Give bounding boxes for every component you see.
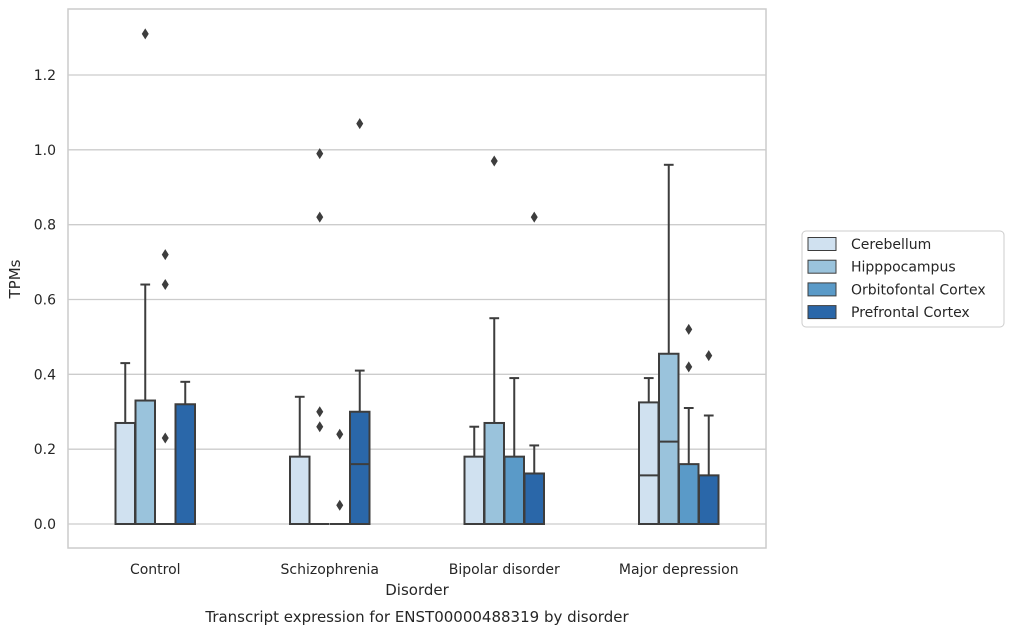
y-axis-label: TPMs: [6, 259, 24, 299]
outlier-point: [685, 361, 693, 373]
box: [349, 410, 371, 525]
box: [523, 472, 545, 525]
outlier-point: [161, 432, 169, 444]
box: [174, 403, 196, 525]
legend-entry-label: Cerebellum: [851, 237, 931, 253]
y-tick-label: 1.0: [34, 143, 56, 159]
box: [134, 399, 156, 525]
box: [483, 421, 505, 526]
y-tick-label: 1.2: [34, 68, 56, 84]
legend-entry-label: Orbitofontal Cortex: [851, 282, 986, 298]
series-group: [155, 249, 700, 525]
box: [114, 421, 136, 526]
box-series: [114, 28, 720, 526]
x-tick-labels: Control Schizophrenia Bipolar disorder Majo…: [130, 562, 739, 578]
box: [503, 455, 525, 525]
outlier-point: [316, 211, 324, 223]
x-tick-label: Schizophrenia: [281, 562, 379, 578]
y-tick-label: 0.0: [34, 517, 56, 533]
plot-frame: [67, 8, 767, 549]
y-tick-label: 0.6: [34, 293, 56, 309]
box: [678, 463, 700, 525]
y-tick-label: 0.4: [34, 367, 56, 383]
chart-caption: Transcript expression for ENST0000048831…: [204, 608, 629, 626]
outlier-point: [530, 211, 538, 223]
series-group: [174, 118, 720, 526]
legend-swatch: [807, 259, 837, 274]
outlier-point: [685, 323, 693, 335]
x-tick-label: Control: [130, 562, 181, 578]
legend-box: [801, 230, 1005, 328]
y-tick-labels: 0.0 0.2 0.4 0.6 0.8 1.0 1.2: [34, 68, 56, 533]
outlier-point: [316, 406, 324, 418]
legend-entry-label: Hipppocampus: [851, 260, 956, 276]
outlier-point: [356, 118, 364, 130]
outlier-point: [316, 148, 324, 160]
legend: Cerebellum Hipppocampus Orbitofontal Corte…: [801, 230, 1005, 328]
box: [638, 401, 660, 526]
outlier-point: [336, 428, 344, 440]
box: [658, 352, 680, 526]
series-group: [114, 362, 660, 526]
outlier-point: [161, 279, 169, 291]
outlier-point: [316, 421, 324, 433]
legend-swatch: [807, 282, 837, 297]
box: [698, 474, 720, 526]
legend-swatch: [807, 305, 837, 320]
x-tick-label: Bipolar disorder: [449, 562, 560, 578]
legend-entry-label: Prefrontal Cortex: [851, 305, 970, 321]
outlier-point: [705, 350, 713, 362]
x-axis-label: Disorder: [385, 581, 449, 599]
outlier-point: [161, 249, 169, 261]
x-tick-label: Major depression: [619, 562, 739, 578]
y-tick-label: 0.8: [34, 218, 56, 234]
y-tick-label: 0.2: [34, 442, 56, 458]
outlier-point: [141, 28, 149, 40]
box: [289, 455, 311, 525]
legend-swatch: [807, 237, 837, 251]
box: [463, 455, 485, 525]
outlier-point: [336, 499, 344, 511]
outlier-point: [490, 155, 498, 167]
